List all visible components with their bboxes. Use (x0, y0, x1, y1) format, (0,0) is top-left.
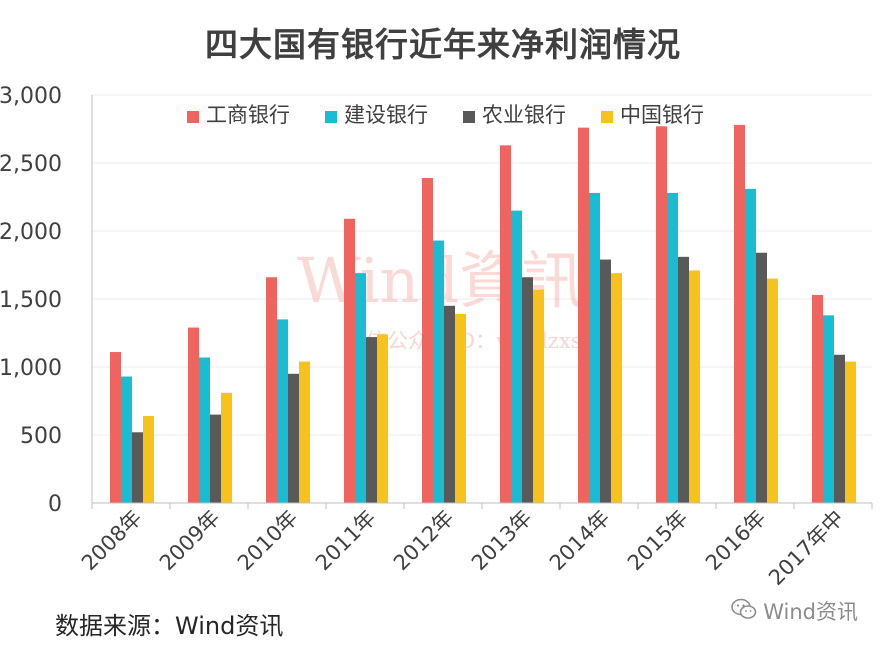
y-tick-label: 3,000 (0, 84, 62, 109)
chart-title: 四大国有银行近年来净利润情况 (205, 25, 681, 64)
bar (533, 289, 544, 503)
bar (221, 392, 232, 503)
brand-label: Wind资讯 (763, 600, 858, 624)
bar (455, 313, 466, 503)
x-tick-label: 2009年 (155, 506, 225, 576)
bar (266, 277, 277, 503)
legend: 工商银行 建设银行 农业银行 中国银行 (187, 103, 704, 127)
legend-swatch (601, 111, 613, 123)
x-tick-label: 2010年 (233, 506, 303, 576)
bar (366, 337, 377, 503)
legend-label: 农业银行 (482, 103, 566, 127)
bar (344, 218, 355, 503)
bar (277, 319, 288, 503)
bar (689, 270, 700, 503)
bar (511, 210, 522, 503)
x-tick-label: 2014年 (545, 506, 615, 576)
x-tick-label: 2015年 (623, 506, 693, 576)
source-note: 数据来源：Wind资讯 (55, 612, 284, 640)
bar (188, 327, 199, 503)
bar (121, 376, 132, 503)
bar (578, 127, 589, 503)
y-tick-label: 1,500 (0, 288, 62, 313)
legend-swatch (463, 111, 475, 123)
bar (823, 315, 834, 503)
legend-label: 建设银行 (344, 103, 428, 127)
bar (656, 126, 667, 503)
bar (812, 294, 823, 503)
bar (433, 240, 444, 503)
bar (611, 273, 622, 503)
bar (377, 334, 388, 503)
legend-swatch (187, 111, 199, 123)
bar (600, 259, 611, 503)
wechat-icon (731, 598, 757, 625)
bar (845, 361, 856, 503)
bar (745, 188, 756, 503)
bar (210, 414, 221, 503)
bar (834, 354, 845, 503)
bar (288, 373, 299, 503)
x-tick-label: 2011年 (311, 506, 381, 576)
bar (734, 124, 745, 504)
x-tick-label: 2013年 (467, 506, 537, 576)
y-tick-label: 0 (48, 492, 62, 517)
bar (589, 192, 600, 504)
bar (500, 145, 511, 503)
bar (756, 252, 767, 503)
bar (422, 177, 433, 503)
bars (110, 124, 856, 504)
bar (299, 361, 310, 503)
y-tick-label: 500 (20, 424, 62, 449)
y-tick-label: 2,000 (0, 220, 62, 245)
x-tick-label: 2017年中 (764, 506, 848, 590)
x-tick-label: 2008年 (77, 506, 147, 576)
x-tick-label: 2012年 (389, 506, 459, 576)
y-tick-label: 2,500 (0, 152, 62, 177)
bar (132, 432, 143, 503)
bar (522, 277, 533, 503)
bar (143, 415, 154, 503)
legend-label: 中国银行 (620, 103, 704, 127)
bar (355, 273, 366, 503)
bar (110, 352, 121, 503)
bar (678, 256, 689, 503)
legend-label: 工商银行 (206, 103, 290, 127)
legend-swatch (325, 111, 337, 123)
y-tick-label: 1,000 (0, 356, 62, 381)
x-tick-label: 2016年 (701, 506, 771, 576)
bar (767, 278, 778, 503)
bar (667, 192, 678, 504)
bar (444, 305, 455, 503)
brand-logo: Wind资讯 (731, 596, 858, 626)
bar (199, 357, 210, 503)
